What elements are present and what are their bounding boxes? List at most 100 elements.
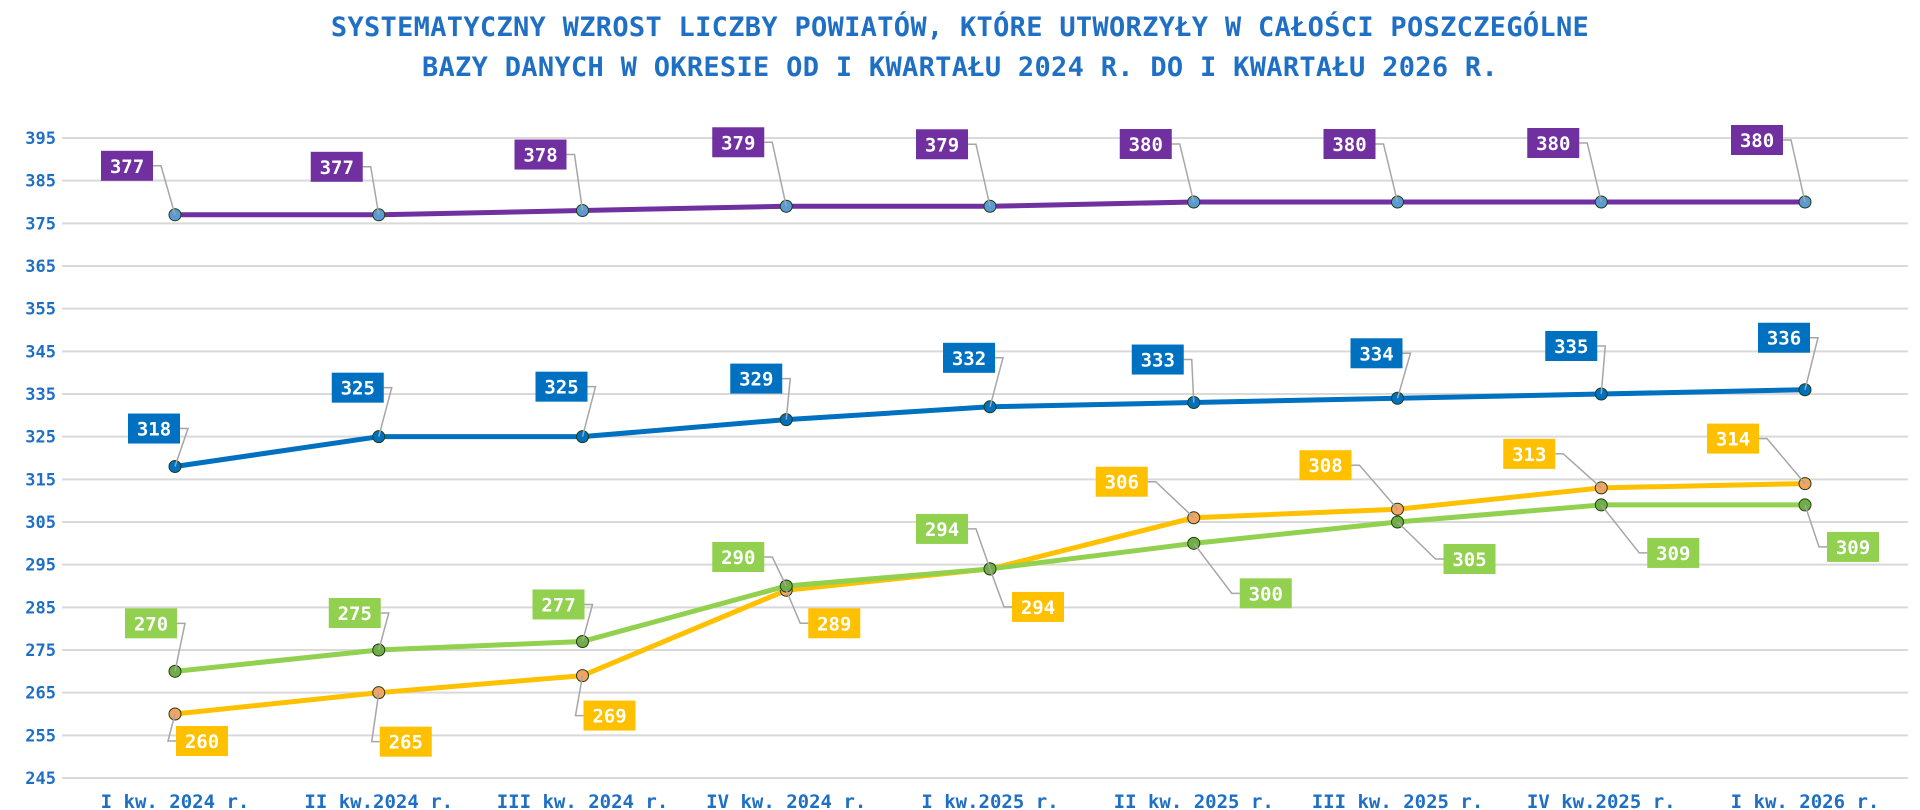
label-leader-line bbox=[1396, 521, 1444, 560]
data-label-box bbox=[712, 542, 765, 572]
label-leader-line bbox=[574, 675, 584, 717]
data-label-box bbox=[101, 150, 153, 181]
series-layer bbox=[168, 195, 1812, 721]
y-tick-label: 305 bbox=[25, 513, 56, 533]
data-label: 318 bbox=[137, 419, 171, 441]
data-label: 308 bbox=[1308, 455, 1342, 477]
data-label: 313 bbox=[1512, 444, 1546, 466]
data-label-box bbox=[1758, 322, 1810, 353]
label-leader-line bbox=[1804, 504, 1827, 548]
data-label-box bbox=[1527, 128, 1580, 158]
data-label-box bbox=[1647, 537, 1700, 568]
data-label: 380 bbox=[1536, 133, 1570, 155]
label-leader-line bbox=[968, 143, 991, 207]
label-leader-line bbox=[1555, 453, 1602, 489]
data-label: 300 bbox=[1249, 583, 1283, 605]
data-label-box bbox=[1731, 125, 1783, 155]
label-leader-line bbox=[370, 692, 380, 743]
y-tick-label: 315 bbox=[25, 470, 56, 490]
data-label: 335 bbox=[1554, 336, 1588, 358]
x-tick-label: II kw.2024 r. bbox=[304, 791, 453, 810]
y-tick-label: 375 bbox=[25, 214, 56, 234]
label-leader-line bbox=[581, 603, 594, 642]
data-label-box bbox=[128, 413, 180, 444]
data-label: 333 bbox=[1141, 350, 1175, 372]
y-tick-label: 345 bbox=[25, 342, 56, 362]
label-leader-line bbox=[1375, 143, 1399, 203]
data-label: 309 bbox=[1656, 543, 1690, 565]
series-line-2 bbox=[174, 481, 1806, 717]
label-leader-line bbox=[581, 385, 597, 437]
data-label-box bbox=[730, 363, 783, 394]
data-label-box bbox=[712, 127, 765, 158]
label-leader-line bbox=[378, 386, 393, 437]
data-label: 275 bbox=[338, 603, 372, 625]
y-tick-label: 365 bbox=[25, 257, 56, 277]
data-label-box bbox=[1827, 531, 1879, 562]
data-label: 377 bbox=[110, 156, 144, 178]
label-leader-line bbox=[153, 165, 176, 216]
data-label-box bbox=[1119, 129, 1172, 159]
data-label-box bbox=[943, 342, 995, 373]
label-leader-line bbox=[1600, 504, 1648, 554]
x-tick-label: III kw. 2025 r. bbox=[1312, 791, 1484, 810]
data-label-box bbox=[1095, 466, 1148, 497]
data-label-box bbox=[310, 151, 363, 182]
data-label-box bbox=[1545, 331, 1598, 361]
label-leader-line bbox=[782, 377, 792, 420]
data-label-box bbox=[1443, 544, 1496, 574]
chart-title-line-1: SYSTEMATYCZNY WZROST LICZBY POWIATÓW, KT… bbox=[330, 12, 1590, 43]
y-tick-label: 275 bbox=[25, 641, 56, 661]
data-label: 332 bbox=[952, 348, 986, 370]
data-labels-layer: 377 377 378 379 379 380 380 380 380 318 325 325 329 3… bbox=[101, 125, 1879, 757]
data-label: 329 bbox=[739, 369, 773, 391]
data-label-box bbox=[1707, 423, 1759, 454]
data-label-box bbox=[1012, 591, 1064, 622]
label-leader-line bbox=[1193, 542, 1240, 595]
data-label: 290 bbox=[721, 547, 755, 569]
data-label-box bbox=[583, 700, 636, 731]
data-label-box bbox=[808, 608, 861, 639]
data-label-box bbox=[125, 608, 177, 639]
x-tick-label: I kw. 2026 r. bbox=[1731, 791, 1880, 810]
y-tick-label: 335 bbox=[25, 385, 56, 405]
x-tick-label: I kw.2025 r. bbox=[921, 791, 1058, 810]
grid-lines bbox=[62, 137, 1908, 779]
label-leader-line bbox=[1579, 142, 1602, 203]
data-label: 309 bbox=[1836, 537, 1870, 559]
data-label: 270 bbox=[134, 613, 168, 635]
y-tick-label: 245 bbox=[25, 769, 56, 789]
label-leader-line bbox=[167, 713, 176, 742]
label-leader-line bbox=[362, 166, 380, 215]
data-label-box bbox=[379, 726, 432, 757]
data-label-box bbox=[1299, 450, 1352, 481]
x-tick-label: IV kw. 2024 r. bbox=[706, 791, 866, 810]
data-label-box bbox=[1239, 578, 1292, 609]
data-label: 325 bbox=[341, 378, 375, 400]
label-leader-line bbox=[764, 141, 787, 207]
data-label: 325 bbox=[544, 377, 578, 399]
data-label: 377 bbox=[320, 157, 354, 179]
data-label-box bbox=[532, 589, 585, 620]
y-tick-label: 385 bbox=[25, 172, 56, 192]
data-label-box bbox=[1503, 438, 1556, 469]
data-label: 306 bbox=[1105, 472, 1139, 494]
data-label: 379 bbox=[721, 132, 755, 154]
label-leader-line bbox=[1759, 437, 1806, 485]
data-label-box bbox=[331, 372, 384, 403]
data-label-box bbox=[535, 371, 588, 402]
label-leader-line bbox=[1396, 352, 1412, 399]
label-leader-line bbox=[785, 589, 809, 625]
data-label: 305 bbox=[1452, 549, 1486, 571]
data-label: 289 bbox=[817, 613, 851, 635]
data-label: 378 bbox=[523, 145, 557, 167]
label-leader-line bbox=[764, 556, 787, 587]
data-label: 380 bbox=[1332, 134, 1366, 156]
chart-title: SYSTEMATYCZNY WZROST LICZBY POWIATÓW, KT… bbox=[0, 8, 1920, 88]
label-leader-line bbox=[1597, 345, 1607, 395]
label-leader-line bbox=[989, 357, 1004, 407]
label-leader-line bbox=[378, 612, 390, 651]
data-label-box bbox=[916, 129, 968, 160]
data-label: 334 bbox=[1359, 343, 1393, 365]
